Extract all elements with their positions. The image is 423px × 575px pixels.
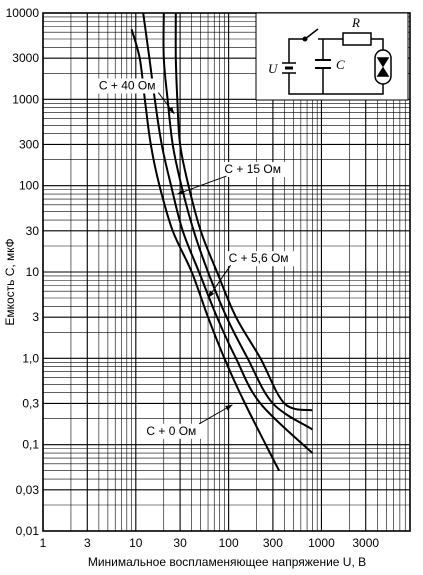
- series-line-2: [162, 12, 313, 431]
- spark-gap-icon: [374, 49, 392, 85]
- x-tick-label: 30: [173, 536, 187, 550]
- y-tick-label: 0,03: [16, 483, 40, 497]
- x-tick-label: 100: [219, 536, 239, 550]
- y-tick-label: 0,1: [22, 438, 39, 452]
- x-tick-label: 3: [84, 536, 91, 550]
- annotation-bg: [226, 251, 297, 267]
- annotation-arrowhead: [168, 106, 175, 114]
- y-tick-label: 1,0: [22, 351, 39, 365]
- y-tick-label: 1000: [12, 92, 39, 106]
- y-tick-label: 3: [32, 310, 39, 324]
- y-tick-label: 0,01: [16, 524, 40, 538]
- annotations-group: C + 40 Ом C + 15 Ом C + 5,6 Ом C + 0 Ом: [96, 78, 297, 439]
- x-tick-label: 10: [129, 536, 143, 550]
- capacitor-icon: [315, 59, 331, 69]
- x-axis-label: Минимальное воспламеняющее напряжение U,…: [88, 555, 366, 569]
- switch-icon: [302, 28, 319, 42]
- annotation-label-0: C + 40 Ом: [99, 78, 156, 92]
- y-tick-label: 3000: [12, 51, 39, 65]
- resistor-label: R: [351, 15, 360, 30]
- annotation-arrowhead: [208, 290, 215, 298]
- x-tick-label: 3000: [352, 536, 379, 550]
- annotation-bg: [222, 162, 286, 178]
- capacitor-label: C: [336, 57, 345, 72]
- x-tick-label: 300: [263, 536, 283, 550]
- annotation-label-3: C + 0 Ом: [146, 424, 196, 438]
- y-axis-label: Емкость C, мкФ: [3, 238, 17, 325]
- voltage-label: U: [268, 61, 279, 76]
- y-tick-label: 10000: [6, 6, 40, 20]
- y-tick-label: 100: [19, 179, 39, 193]
- annotation-arrowhead: [177, 189, 185, 195]
- annotation-bg: [96, 78, 161, 94]
- series-line-3: [174, 12, 313, 412]
- y-tick-label: 300: [19, 137, 39, 151]
- x-tick-labels: 1 3 10 30 100 300 1000 3000: [40, 536, 380, 550]
- annotation-label-1: C + 15 Ом: [224, 162, 281, 176]
- battery-icon: [282, 62, 296, 74]
- x-tick-label: 1000: [308, 536, 335, 550]
- y-tick-label: 0,3: [22, 396, 39, 410]
- y-tick-label: 30: [26, 224, 40, 238]
- circuit-wires: [288, 38, 384, 95]
- annotation-bg: [144, 423, 202, 439]
- annotation-label-2: C + 5,6 Ом: [229, 251, 289, 265]
- circuit-inset: U C R: [255, 12, 409, 101]
- annotation-arrowhead: [225, 404, 233, 411]
- y-tick-labels: 10000 3000 1000 300 100 30 10 3 1,0 0,3 0,1 0,03 0,0…: [6, 6, 40, 538]
- plot-frame: [42, 12, 411, 532]
- x-tick-label: 1: [40, 536, 47, 550]
- y-tick-label: 10: [26, 265, 40, 279]
- annotation-leader: [177, 175, 227, 195]
- resistor-icon: [342, 32, 372, 46]
